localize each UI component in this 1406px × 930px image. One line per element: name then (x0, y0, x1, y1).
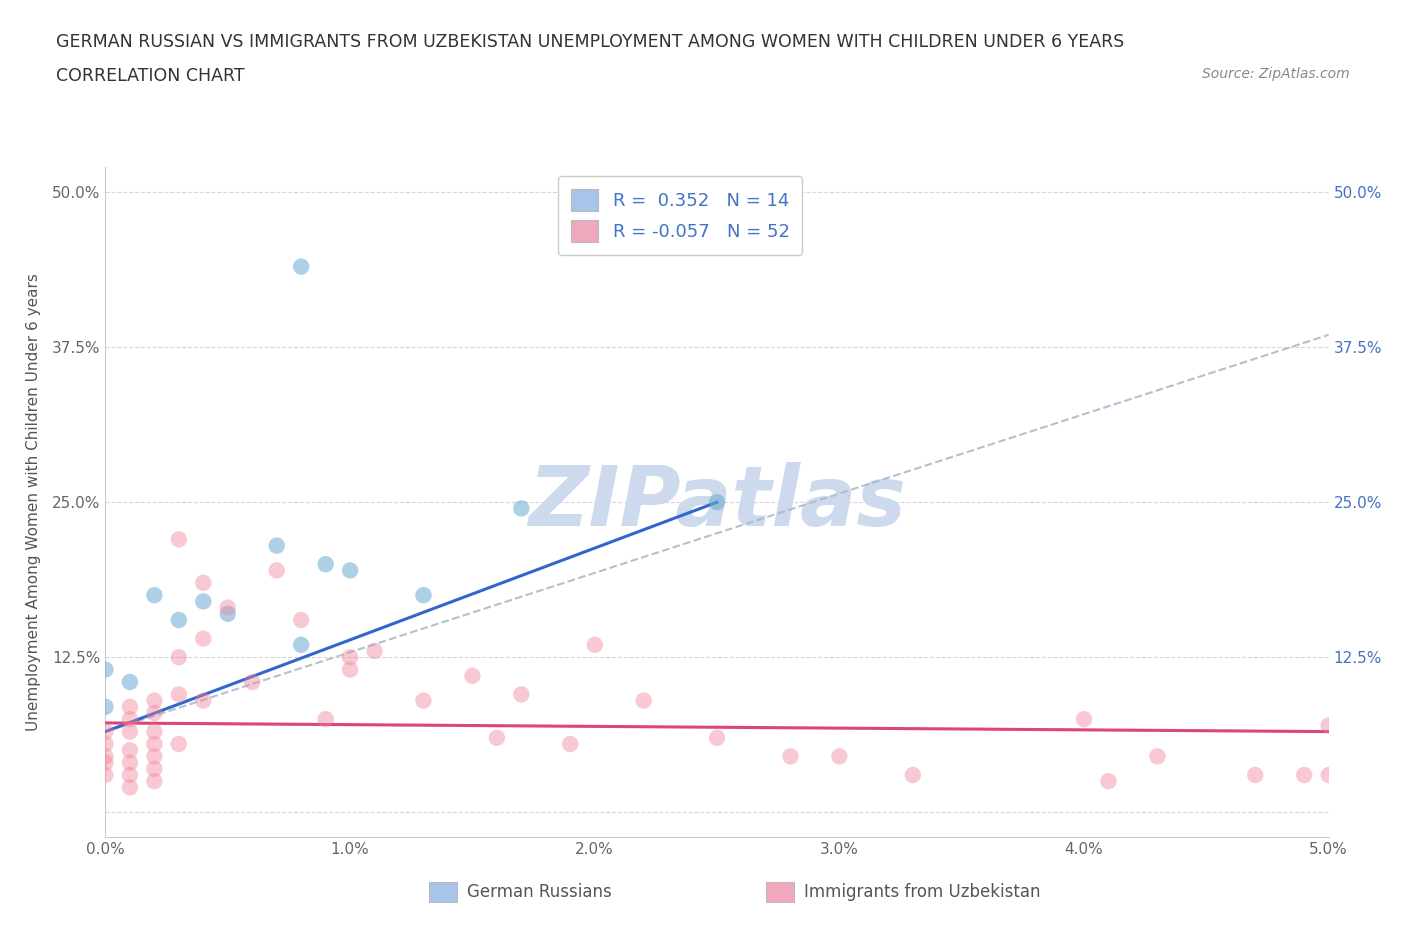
Point (118, 699, 141, 714)
Point (315, 557, 337, 572)
Point (510, 501, 533, 516)
Point (633, 693, 655, 708)
Point (266, 563, 288, 578)
Point (94, 767, 117, 782)
Point (1073, 711, 1095, 726)
Point (485, 730, 508, 745)
Point (143, 762, 166, 777)
Point (94, 662, 117, 677)
Point (828, 749, 851, 764)
Point (143, 706, 166, 721)
Point (1317, 718, 1340, 733)
Point (412, 588, 434, 603)
Point (94, 755, 117, 770)
Point (167, 613, 190, 628)
Text: GERMAN RUSSIAN VS IMMIGRANTS FROM UZBEKISTAN UNEMPLOYMENT AMONG WOMEN WITH CHILD: GERMAN RUSSIAN VS IMMIGRANTS FROM UZBEKI… (56, 33, 1125, 50)
Point (583, 637, 606, 652)
Point (339, 650, 361, 665)
Point (118, 711, 141, 726)
Point (706, 730, 728, 745)
Point (193, 594, 215, 609)
Point (315, 711, 337, 726)
Point (94, 724, 117, 739)
Point (94, 699, 117, 714)
Point (1244, 767, 1267, 782)
Text: Source: ZipAtlas.com: Source: ZipAtlas.com (1202, 67, 1350, 81)
Point (143, 749, 166, 764)
Point (143, 724, 166, 739)
Point (1294, 767, 1316, 782)
Point (290, 613, 312, 628)
Text: German Russians: German Russians (467, 883, 612, 901)
Point (167, 687, 190, 702)
Point (217, 600, 239, 615)
Point (193, 693, 215, 708)
Point (217, 606, 239, 621)
Text: CORRELATION CHART: CORRELATION CHART (56, 67, 245, 85)
Point (118, 755, 141, 770)
Point (339, 662, 361, 677)
Point (118, 724, 141, 739)
Point (118, 780, 141, 795)
Y-axis label: Unemployment Among Women with Children Under 6 years: Unemployment Among Women with Children U… (25, 273, 41, 731)
Legend: R =  0.352   N = 14, R = -0.057   N = 52: R = 0.352 N = 14, R = -0.057 N = 52 (558, 177, 803, 255)
Point (266, 538, 288, 553)
Point (339, 563, 361, 578)
Point (1317, 767, 1340, 782)
Point (510, 687, 533, 702)
Point (901, 767, 924, 782)
Point (143, 774, 166, 789)
Text: Immigrants from Uzbekistan: Immigrants from Uzbekistan (804, 883, 1040, 901)
Point (461, 669, 484, 684)
Point (167, 532, 190, 547)
Point (560, 737, 582, 751)
Point (240, 674, 263, 689)
Point (94, 737, 117, 751)
Point (118, 743, 141, 758)
Point (290, 259, 312, 274)
Point (167, 650, 190, 665)
Point (193, 576, 215, 591)
Point (779, 749, 801, 764)
Text: ZIPatlas: ZIPatlas (529, 461, 905, 543)
Point (193, 631, 215, 646)
Point (143, 737, 166, 751)
Point (118, 767, 141, 782)
Point (167, 737, 190, 751)
Point (94, 749, 117, 764)
Point (412, 693, 434, 708)
Point (143, 588, 166, 603)
Point (290, 637, 312, 652)
Point (1146, 749, 1168, 764)
Point (143, 693, 166, 708)
Point (1097, 774, 1119, 789)
Point (706, 495, 728, 510)
Point (118, 674, 141, 689)
Point (363, 644, 385, 658)
